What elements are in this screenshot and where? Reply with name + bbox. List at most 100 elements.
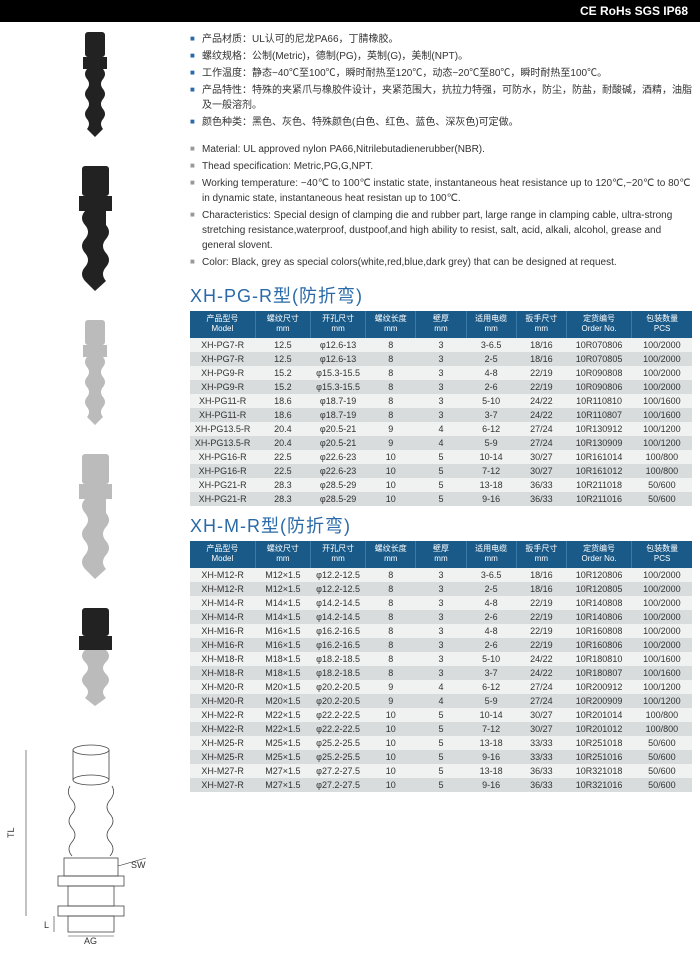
table-cell: 10-14 — [466, 450, 516, 464]
table-cell: φ27.2-27.5 — [310, 778, 365, 792]
table-cell: XH-M25-R — [190, 736, 255, 750]
table-cell: 10R180807 — [566, 666, 631, 680]
table-cell: M18×1.5 — [255, 666, 310, 680]
table-cell: M27×1.5 — [255, 778, 310, 792]
table-cell: 3 — [416, 582, 466, 596]
table-cell: 5 — [416, 450, 466, 464]
table-row: XH-PG9-R15.2φ15.3-15.5834-822/1910R09080… — [190, 366, 692, 380]
table-cell: 36/33 — [516, 764, 566, 778]
product-images-column: TL SW L AG — [0, 22, 190, 961]
table-cell: 100/1200 — [632, 422, 692, 436]
table-cell: 24/22 — [516, 408, 566, 422]
table-row: XH-PG21-R28.3φ28.5-2910513-1836/3310R211… — [190, 478, 692, 492]
spec-item: Material: UL approved nylon PA66,Nitrile… — [190, 142, 692, 157]
spec-item: Characteristics: Special design of clamp… — [190, 208, 692, 253]
table-cell: 10R130912 — [566, 422, 631, 436]
table-cell: 13-18 — [466, 764, 516, 778]
table-cell: 5 — [416, 708, 466, 722]
table-cell: 9-16 — [466, 492, 516, 506]
table-header: 螺纹长度mm — [366, 541, 416, 568]
product-image-grey-small — [65, 320, 125, 430]
table-cell: 36/33 — [516, 492, 566, 506]
table-cell: 3 — [416, 352, 466, 366]
table-cell: 10R161014 — [566, 450, 631, 464]
table-cell: φ20.5-21 — [310, 422, 365, 436]
table-cell: 12.5 — [255, 338, 310, 352]
table-cell: 4-8 — [466, 596, 516, 610]
table-cell: XH-PG9-R — [190, 380, 255, 394]
section-title-pg: XH-PG-R型(防折弯) — [190, 282, 692, 308]
table-cell: M12×1.5 — [255, 568, 310, 582]
table-cell: XH-M27-R — [190, 778, 255, 792]
table-cell: 3 — [416, 394, 466, 408]
table-row: XH-M18-RM18×1.5φ18.2-18.5833-724/2210R18… — [190, 666, 692, 680]
table-cell: 8 — [366, 582, 416, 596]
table-cell: 24/22 — [516, 394, 566, 408]
table-cell: 8 — [366, 610, 416, 624]
table-cell: XH-PG9-R — [190, 366, 255, 380]
table-cell: 10R201012 — [566, 722, 631, 736]
product-image-grey-large — [58, 454, 133, 584]
spec-list-english: Material: UL approved nylon PA66,Nitrile… — [190, 142, 692, 270]
table-cell: 100/2000 — [632, 610, 692, 624]
table-cell: XH-PG16-R — [190, 464, 255, 478]
table-cell: 9 — [366, 680, 416, 694]
table-cell: 9 — [366, 436, 416, 450]
table-row: XH-PG13.5-R20.4φ20.5-21945-927/2410R1309… — [190, 436, 692, 450]
table-cell: 10R211018 — [566, 478, 631, 492]
table-row: XH-M25-RM25×1.5φ25.2-25.51059-1633/3310R… — [190, 750, 692, 764]
table-cell: XH-M25-R — [190, 750, 255, 764]
table-cell: XH-PG21-R — [190, 478, 255, 492]
table-cell: 22/19 — [516, 380, 566, 394]
table-cell: 10R120805 — [566, 582, 631, 596]
table-cell: 5-10 — [466, 394, 516, 408]
table-cell: 5-10 — [466, 652, 516, 666]
table-cell: 100/2000 — [632, 380, 692, 394]
table-cell: 10R140808 — [566, 596, 631, 610]
table-cell: 100/1600 — [632, 652, 692, 666]
table-cell: 3-6.5 — [466, 338, 516, 352]
table-cell: 8 — [366, 394, 416, 408]
table-cell: 18/16 — [516, 338, 566, 352]
table-header: 开孔尺寸mm — [310, 311, 365, 338]
table-cell: 100/800 — [632, 708, 692, 722]
table-cell: 30/27 — [516, 708, 566, 722]
spec-list-chinese: 产品材质：UL认可的尼龙PA66，丁腈橡胶。螺纹规格：公制(Metric)，德制… — [190, 32, 692, 130]
header-compliance-badges: CE RoHs SGS IP68 — [0, 0, 700, 22]
table-cell: 3 — [416, 624, 466, 638]
table-cell: 5-9 — [466, 694, 516, 708]
table-cell: M25×1.5 — [255, 750, 310, 764]
table-cell: 8 — [366, 638, 416, 652]
table-cell: 50/600 — [632, 764, 692, 778]
table-cell: M16×1.5 — [255, 638, 310, 652]
specs-tables-column: 产品材质：UL认可的尼龙PA66，丁腈橡胶。螺纹规格：公制(Metric)，德制… — [190, 22, 700, 961]
table-cell: 10R070805 — [566, 352, 631, 366]
table-cell: 8 — [366, 666, 416, 680]
table-cell: 100/800 — [632, 450, 692, 464]
table-cell: 7-12 — [466, 464, 516, 478]
table-header: 开孔尺寸mm — [310, 541, 365, 568]
table-cell: φ28.5-29 — [310, 492, 365, 506]
table-row: XH-PG11-R18.6φ18.7-19835-1024/2210R11081… — [190, 394, 692, 408]
table-cell: φ18.7-19 — [310, 394, 365, 408]
table-cell: 22/19 — [516, 638, 566, 652]
table-header: 壁厚mm — [416, 311, 466, 338]
table-cell: 8 — [366, 352, 416, 366]
product-image-black-small — [65, 32, 125, 142]
spec-item: 颜色种类：黑色、灰色、特殊颜色(白色、红色、蓝色、深灰色)可定做。 — [190, 115, 692, 130]
table-cell: 3 — [416, 596, 466, 610]
table-cell: XH-M14-R — [190, 610, 255, 624]
table-cell: 3 — [416, 638, 466, 652]
table-cell: 3-7 — [466, 666, 516, 680]
table-cell: 2-6 — [466, 380, 516, 394]
table-cell: 10R110807 — [566, 408, 631, 422]
product-datasheet-page: CE RoHs SGS IP68 — [0, 0, 700, 961]
table-cell: 100/2000 — [632, 366, 692, 380]
table-header: 包装数量PCS — [632, 311, 692, 338]
table-cell: 3 — [416, 366, 466, 380]
table-cell: 5 — [416, 464, 466, 478]
table-cell: 9 — [366, 422, 416, 436]
table-cell: 10R130909 — [566, 436, 631, 450]
table-cell: 3 — [416, 380, 466, 394]
table-cell: XH-PG13.5-R — [190, 436, 255, 450]
